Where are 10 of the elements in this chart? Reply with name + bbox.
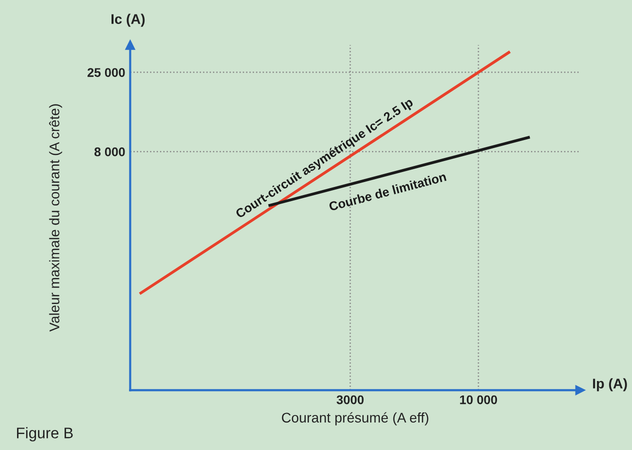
text: Ic (A)	[112, 14, 145, 27]
x-axis-title: Courant présumé (A eff)	[282, 412, 428, 426]
x-tick-label: 3000	[336, 395, 364, 404]
text: Courbe de limitation	[328, 172, 446, 212]
text: Figure B	[17, 427, 73, 442]
x-tick-label: 10 000	[460, 395, 498, 404]
y-tick-label: 25 000	[88, 68, 125, 77]
y-axis-title: Valeur maximale du courant (A crête)	[49, 104, 62, 332]
text: Ip (A)	[593, 378, 627, 392]
y-tick-label: 8 000	[94, 147, 125, 156]
